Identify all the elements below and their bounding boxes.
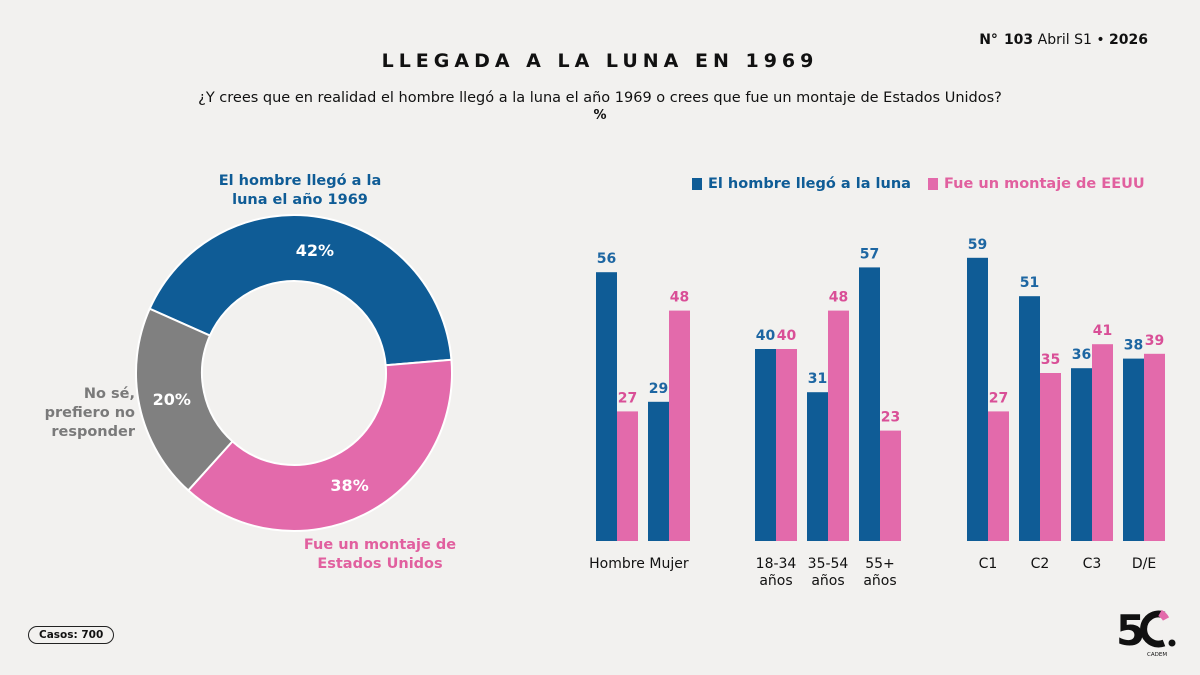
value-label-landed-4: 57	[860, 246, 879, 262]
legend-swatch-blue	[692, 178, 702, 190]
donut-slice-label-0: 42%	[296, 241, 334, 260]
bar-landed-8	[1123, 358, 1144, 541]
bar-montage-6	[1040, 373, 1061, 541]
donut-label-landed: El hombre llegó a la luna el año 1969	[218, 173, 382, 208]
donut-chart: 42% 38% 20%	[135, 214, 453, 532]
value-label-landed-1: 29	[649, 381, 668, 397]
bar-montage-5	[988, 411, 1009, 541]
value-label-landed-7: 36	[1072, 347, 1091, 363]
issue-info: N° 103 Abril S1 • 2026	[979, 32, 1148, 48]
bar-montage-1	[669, 310, 690, 541]
legend-item-montage: Fue un montaje de EEUU	[928, 176, 1145, 192]
page-title: LLEGADA A LA LUNA EN 1969	[381, 50, 819, 72]
bar-landed-1	[648, 401, 669, 541]
value-label-landed-3: 31	[808, 371, 827, 387]
logo-dot	[1168, 639, 1176, 647]
donut-label-montage: Fue un montaje de Estados Unidos	[303, 537, 457, 572]
value-label-montage-0: 27	[618, 390, 637, 406]
bar-landed-4	[859, 267, 880, 541]
category-label-0: Hombre	[589, 556, 645, 572]
value-label-montage-4: 23	[881, 410, 900, 426]
logo-subtext: CADEM	[1147, 652, 1167, 657]
bar-landed-5	[967, 257, 988, 541]
donut-slice-0	[148, 214, 453, 367]
unit-label: %	[593, 108, 607, 123]
bar-landed-7	[1071, 368, 1092, 541]
bar-montage-2	[776, 349, 797, 541]
issue-period: Abril S1 •	[1037, 32, 1105, 48]
donut-slice-2	[135, 307, 234, 492]
legend-swatch-pink	[928, 178, 938, 190]
value-label-montage-5: 27	[989, 390, 1008, 406]
value-label-montage-6: 35	[1041, 352, 1060, 368]
issue-year: 2026	[1109, 32, 1148, 48]
category-label-6: C2	[1031, 556, 1050, 572]
logo-c-arc	[1140, 610, 1166, 648]
category-label-5: C1	[979, 556, 998, 572]
legend-label-landed: El hombre llegó a la luna	[708, 176, 911, 192]
legend-item-landed: El hombre llegó a la luna	[692, 176, 911, 192]
value-label-montage-3: 48	[829, 290, 848, 306]
bar-legend: El hombre llegó a la luna Fue un montaje…	[692, 176, 1157, 194]
bar-landed-2	[755, 349, 776, 541]
category-label-8: D/E	[1132, 556, 1156, 572]
bar-montage-3	[828, 310, 849, 541]
value-label-montage-7: 41	[1093, 323, 1112, 339]
donut-slice-label-2: 20%	[153, 390, 191, 409]
bar-landed-0	[596, 272, 617, 541]
category-label-2: 18-34	[756, 556, 797, 572]
survey-question: ¿Y crees que en realidad el hombre llegó…	[198, 90, 1002, 106]
category-label-7: C3	[1083, 556, 1102, 572]
logo-c-accent	[1158, 609, 1170, 621]
cadem-logo: 5 CADEM	[1116, 606, 1176, 657]
category-label-3: 35-54	[808, 556, 849, 572]
category-label-2-line2: años	[759, 573, 792, 589]
category-label-4: 55+	[865, 556, 895, 572]
value-label-landed-8: 38	[1124, 338, 1143, 354]
donut-slice-1	[186, 358, 453, 532]
value-label-montage-2: 40	[777, 328, 797, 344]
value-label-landed-6: 51	[1020, 275, 1039, 291]
bar-landed-3	[807, 392, 828, 541]
donut-slice-label-1: 38%	[330, 476, 368, 495]
value-label-montage-1: 48	[670, 290, 689, 306]
category-label-4-line2: años	[863, 573, 896, 589]
issue-prefix: N°	[979, 32, 998, 48]
donut-label-dont-know: No sé, prefiero no responder	[44, 386, 135, 440]
value-label-montage-8: 39	[1145, 333, 1164, 349]
bar-montage-0	[617, 411, 638, 541]
category-label-1: Mujer	[649, 556, 688, 572]
value-label-landed-5: 59	[968, 237, 987, 253]
category-label-3-line2: años	[811, 573, 844, 589]
value-label-landed-2: 40	[756, 328, 776, 344]
bar-landed-6	[1019, 296, 1040, 541]
bar-montage-4	[880, 430, 901, 541]
bar-montage-8	[1144, 353, 1165, 541]
issue-number: 103	[1003, 32, 1034, 48]
cases-badge: Casos: 700	[28, 626, 115, 644]
bar-montage-7	[1092, 344, 1113, 541]
value-label-landed-0: 56	[597, 251, 616, 267]
legend-label-montage: Fue un montaje de EEUU	[944, 176, 1145, 192]
